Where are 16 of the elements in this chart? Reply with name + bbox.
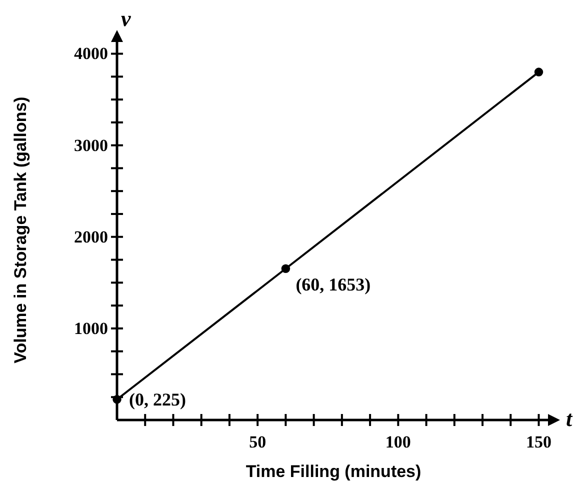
x-tick-label: 50 [249, 432, 266, 452]
x-tick-label: 150 [526, 432, 552, 452]
y-tick-label: 3000 [74, 136, 108, 155]
annotation: (60, 1653) [296, 274, 371, 295]
point [112, 395, 122, 404]
text: v [121, 6, 131, 31]
text: t [566, 406, 573, 431]
y-tick-label: 1000 [74, 318, 108, 338]
y-axis-title: Volume in Storage Tank (gallons) [11, 96, 30, 364]
point [281, 264, 290, 273]
y-tick-label: 4000 [74, 44, 108, 64]
point [534, 68, 544, 76]
y-tick-label: 2000 [74, 227, 108, 246]
annotation: (0, 225) [129, 389, 186, 410]
x-tick-label: 100 [385, 432, 411, 452]
x-axis-title: Time Filling (minutes) [246, 462, 422, 481]
